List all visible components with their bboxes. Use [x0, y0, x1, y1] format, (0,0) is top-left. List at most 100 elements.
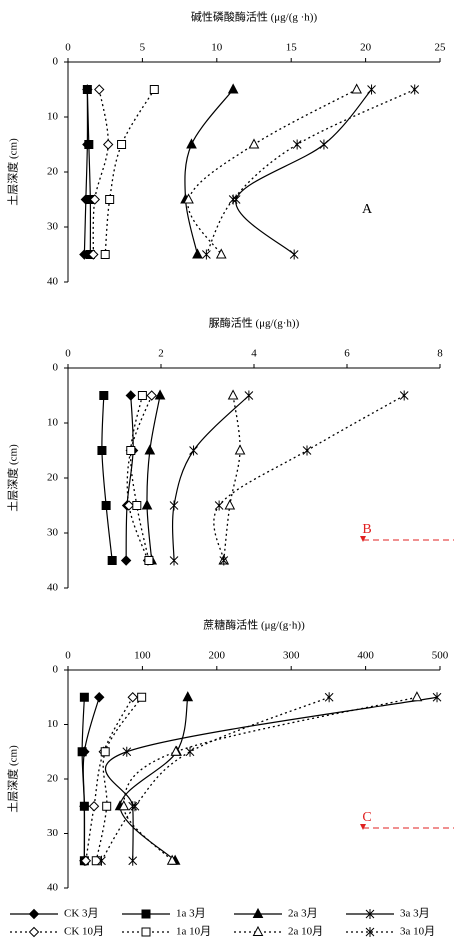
- legend-label: 1a 10月: [176, 926, 211, 938]
- x-tick-label: 400: [357, 650, 374, 662]
- marker: [141, 499, 153, 510]
- series-line: [100, 696, 330, 862]
- marker: [248, 138, 260, 149]
- marker: [122, 746, 132, 757]
- marker: [149, 85, 159, 94]
- marker: [169, 555, 179, 566]
- marker: [101, 501, 111, 510]
- marker: [432, 692, 442, 703]
- marker: [127, 692, 138, 703]
- marker: [411, 691, 423, 702]
- y-tick-label: 20: [47, 472, 59, 484]
- marker: [244, 390, 254, 401]
- y-tick-label: 30: [47, 221, 59, 233]
- x-tick-label: 0: [65, 348, 71, 360]
- series-line: [119, 697, 189, 862]
- x-tick-label: 5: [140, 42, 146, 54]
- series-line: [101, 395, 113, 561]
- marker: [144, 444, 156, 455]
- marker: [234, 444, 246, 455]
- x-tick-label: 6: [344, 348, 350, 360]
- y-tick-label: 40: [47, 882, 59, 894]
- y-tick-label: 10: [47, 111, 59, 123]
- marker: [105, 195, 115, 204]
- marker: [219, 555, 229, 566]
- x-tick-label: 0: [65, 650, 71, 662]
- annotation: A: [362, 202, 373, 217]
- x-tick-label: 500: [432, 650, 449, 662]
- y-tick-label: 40: [47, 276, 59, 288]
- x-tick-label: 2: [158, 348, 164, 360]
- marker: [252, 925, 264, 936]
- x-tick-label: 8: [437, 348, 443, 360]
- marker: [228, 194, 238, 205]
- x-axis-title: 脲酶活性 (μg/(g·h)): [209, 316, 300, 330]
- y-tick-label: 20: [47, 166, 59, 178]
- y-tick-label: 40: [47, 582, 59, 594]
- marker: [292, 139, 302, 150]
- marker: [154, 389, 166, 400]
- marker: [214, 500, 224, 511]
- y-tick-label: 10: [47, 417, 59, 429]
- x-tick-label: 10: [211, 42, 223, 54]
- x-tick-label: 0: [65, 42, 71, 54]
- series-line: [213, 394, 405, 561]
- marker: [367, 84, 376, 95]
- marker: [365, 927, 375, 937]
- series-line: [126, 395, 153, 561]
- series-line: [187, 88, 357, 255]
- marker: [169, 500, 179, 511]
- marker: [126, 446, 136, 455]
- marker: [192, 248, 203, 259]
- x-tick-label: 4: [251, 348, 257, 360]
- x-tick-label: 200: [209, 650, 226, 662]
- marker: [141, 927, 151, 937]
- marker: [102, 139, 114, 150]
- marker: [120, 555, 132, 566]
- legend-label: 2a 3月: [288, 908, 318, 920]
- legend-label: CK 3月: [64, 908, 99, 920]
- x-axis-title: 蔗糖酶活性 (μg/(g·h)): [203, 618, 305, 632]
- marker: [107, 556, 117, 565]
- marker: [28, 908, 40, 920]
- marker: [137, 692, 147, 702]
- series-line: [104, 89, 155, 255]
- marker: [82, 85, 92, 94]
- series-line: [123, 696, 418, 862]
- marker: [79, 692, 89, 702]
- marker: [125, 390, 136, 401]
- y-axis-title: 土层深度 (cm): [6, 745, 20, 813]
- marker: [118, 800, 130, 811]
- x-tick-label: 300: [283, 650, 300, 662]
- marker: [89, 194, 100, 205]
- marker: [97, 446, 107, 455]
- legend-label: 2a 10月: [288, 926, 323, 938]
- series-line: [235, 89, 373, 255]
- marker: [117, 140, 127, 149]
- marker: [410, 84, 420, 95]
- marker: [252, 907, 264, 918]
- x-tick-label: 15: [286, 42, 298, 54]
- marker: [224, 499, 236, 510]
- marker: [365, 909, 375, 919]
- marker: [202, 249, 211, 260]
- marker: [183, 193, 194, 204]
- annotation: B: [362, 522, 371, 537]
- marker: [170, 745, 182, 756]
- marker: [227, 389, 239, 400]
- marker: [94, 692, 105, 703]
- y-tick-label: 0: [53, 56, 59, 68]
- marker: [399, 390, 409, 401]
- y-axis-title: 土层深度 (cm): [6, 138, 20, 206]
- marker: [128, 855, 138, 866]
- series-line: [86, 89, 92, 255]
- legend-label: 3a 3月: [400, 908, 430, 920]
- marker: [141, 909, 151, 919]
- y-tick-label: 10: [47, 718, 59, 730]
- marker: [100, 747, 110, 757]
- marker: [289, 249, 299, 260]
- annotation-arrow: [360, 824, 366, 830]
- marker: [166, 854, 178, 865]
- marker: [182, 691, 194, 702]
- series-line: [146, 395, 161, 561]
